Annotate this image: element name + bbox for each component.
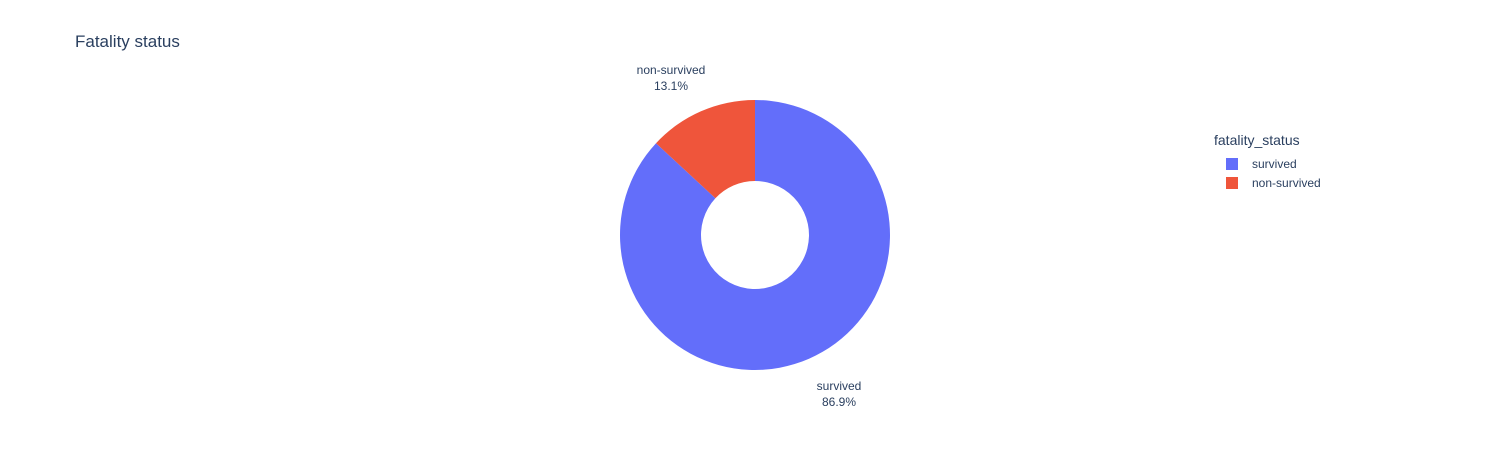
legend: fatality_status survived non-survived: [1214, 132, 1321, 192]
legend-item-non-survived[interactable]: non-survived: [1226, 173, 1321, 192]
slice-label-survived: survived: [817, 379, 862, 393]
slice-percent-non-survived: 13.1%: [654, 79, 688, 93]
legend-title: fatality_status: [1214, 132, 1300, 148]
legend-swatch: [1226, 176, 1238, 189]
legend-label: survived: [1252, 156, 1297, 171]
chart-title: Fatality status: [75, 32, 180, 51]
legend-label: non-survived: [1252, 175, 1321, 190]
pie-slice-survived[interactable]: [619, 100, 890, 370]
pie-labels: survived 86.9% non-survived 13.1%: [637, 63, 862, 409]
pie-slices: [619, 100, 890, 370]
legend-items: survived non-survived: [1214, 154, 1321, 192]
legend-item-survived[interactable]: survived: [1226, 154, 1321, 173]
slice-label-non-survived: non-survived: [637, 63, 706, 77]
slice-percent-survived: 86.9%: [822, 395, 856, 409]
legend-swatch: [1226, 157, 1238, 170]
pie-slice-non-survived[interactable]: [656, 100, 755, 199]
